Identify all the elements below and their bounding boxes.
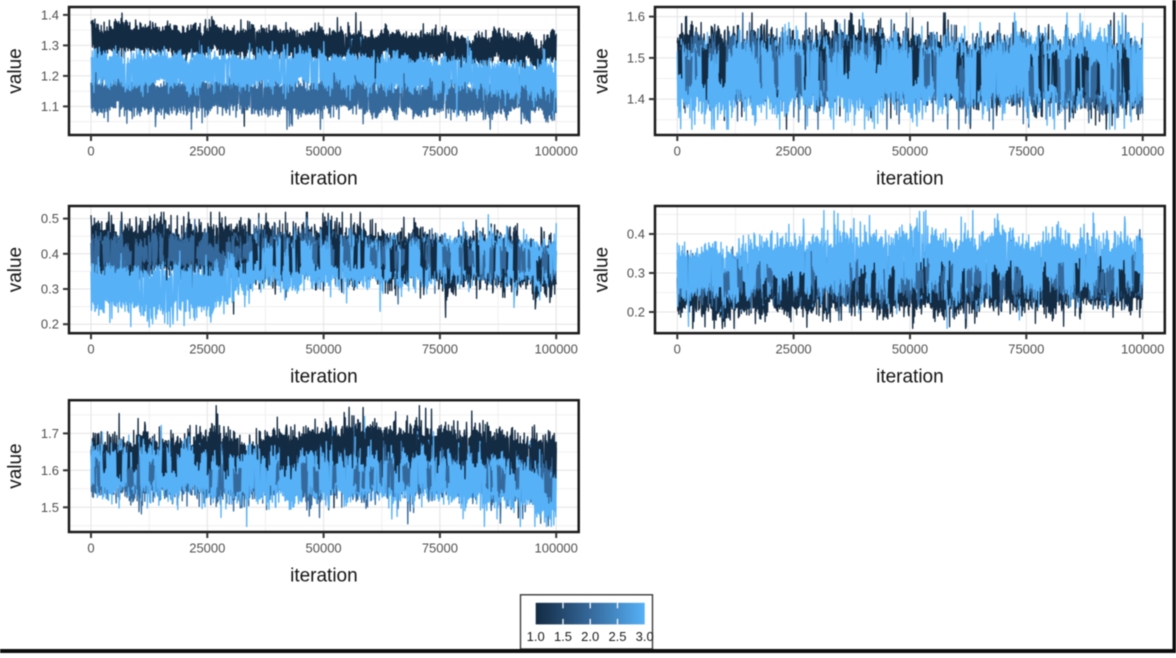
svg-text:50000: 50000 xyxy=(892,144,928,159)
svg-text:value: value xyxy=(592,247,613,292)
svg-text:1.5: 1.5 xyxy=(554,629,572,644)
svg-text:1.4: 1.4 xyxy=(627,92,645,107)
svg-text:100000: 100000 xyxy=(1121,144,1164,159)
svg-text:2.0: 2.0 xyxy=(581,629,599,644)
svg-text:100000: 100000 xyxy=(535,342,578,357)
svg-text:0.2: 0.2 xyxy=(627,305,645,320)
svg-text:75000: 75000 xyxy=(422,342,458,357)
svg-text:value: value xyxy=(5,247,26,292)
svg-text:50000: 50000 xyxy=(306,144,342,159)
svg-text:1.0: 1.0 xyxy=(527,629,545,644)
svg-text:25000: 25000 xyxy=(189,144,225,159)
svg-text:0.4: 0.4 xyxy=(627,227,645,242)
svg-text:1.6: 1.6 xyxy=(41,463,59,478)
svg-text:1.5: 1.5 xyxy=(41,500,59,515)
svg-text:value: value xyxy=(5,48,26,93)
svg-text:25000: 25000 xyxy=(189,342,225,357)
svg-text:2.5: 2.5 xyxy=(608,629,626,644)
svg-text:1.1: 1.1 xyxy=(41,99,59,114)
svg-text:iteration: iteration xyxy=(290,566,358,587)
svg-text:0: 0 xyxy=(674,342,681,357)
svg-text:75000: 75000 xyxy=(422,541,458,556)
svg-text:iteration: iteration xyxy=(876,169,944,190)
svg-text:25000: 25000 xyxy=(776,342,812,357)
svg-text:50000: 50000 xyxy=(306,342,342,357)
svg-text:iteration: iteration xyxy=(290,169,358,190)
svg-text:25000: 25000 xyxy=(189,541,225,556)
svg-text:100000: 100000 xyxy=(535,144,578,159)
svg-text:1.4: 1.4 xyxy=(41,7,59,22)
svg-text:0.3: 0.3 xyxy=(627,266,645,281)
svg-text:1.5: 1.5 xyxy=(627,50,645,65)
svg-text:0.3: 0.3 xyxy=(41,282,59,297)
svg-text:1.3: 1.3 xyxy=(41,38,59,53)
svg-text:0.4: 0.4 xyxy=(41,246,59,261)
svg-text:value: value xyxy=(592,48,613,93)
svg-text:iteration: iteration xyxy=(290,367,358,388)
svg-text:75000: 75000 xyxy=(422,144,458,159)
svg-text:25000: 25000 xyxy=(776,144,812,159)
svg-text:75000: 75000 xyxy=(1008,144,1044,159)
svg-text:0.2: 0.2 xyxy=(41,317,59,332)
svg-text:0: 0 xyxy=(87,342,94,357)
svg-text:0: 0 xyxy=(87,144,94,159)
svg-text:100000: 100000 xyxy=(535,541,578,556)
svg-text:1.7: 1.7 xyxy=(41,426,59,441)
svg-text:50000: 50000 xyxy=(892,342,928,357)
svg-text:1.6: 1.6 xyxy=(627,9,645,24)
svg-text:75000: 75000 xyxy=(1008,342,1044,357)
svg-text:iteration: iteration xyxy=(876,367,944,388)
svg-text:50000: 50000 xyxy=(306,541,342,556)
svg-text:3.0: 3.0 xyxy=(636,629,654,644)
svg-text:0: 0 xyxy=(674,144,681,159)
svg-text:0.5: 0.5 xyxy=(41,211,59,226)
svg-text:100000: 100000 xyxy=(1121,342,1164,357)
svg-text:0: 0 xyxy=(87,541,94,556)
svg-text:1.2: 1.2 xyxy=(41,68,59,83)
svg-text:value: value xyxy=(5,443,26,488)
